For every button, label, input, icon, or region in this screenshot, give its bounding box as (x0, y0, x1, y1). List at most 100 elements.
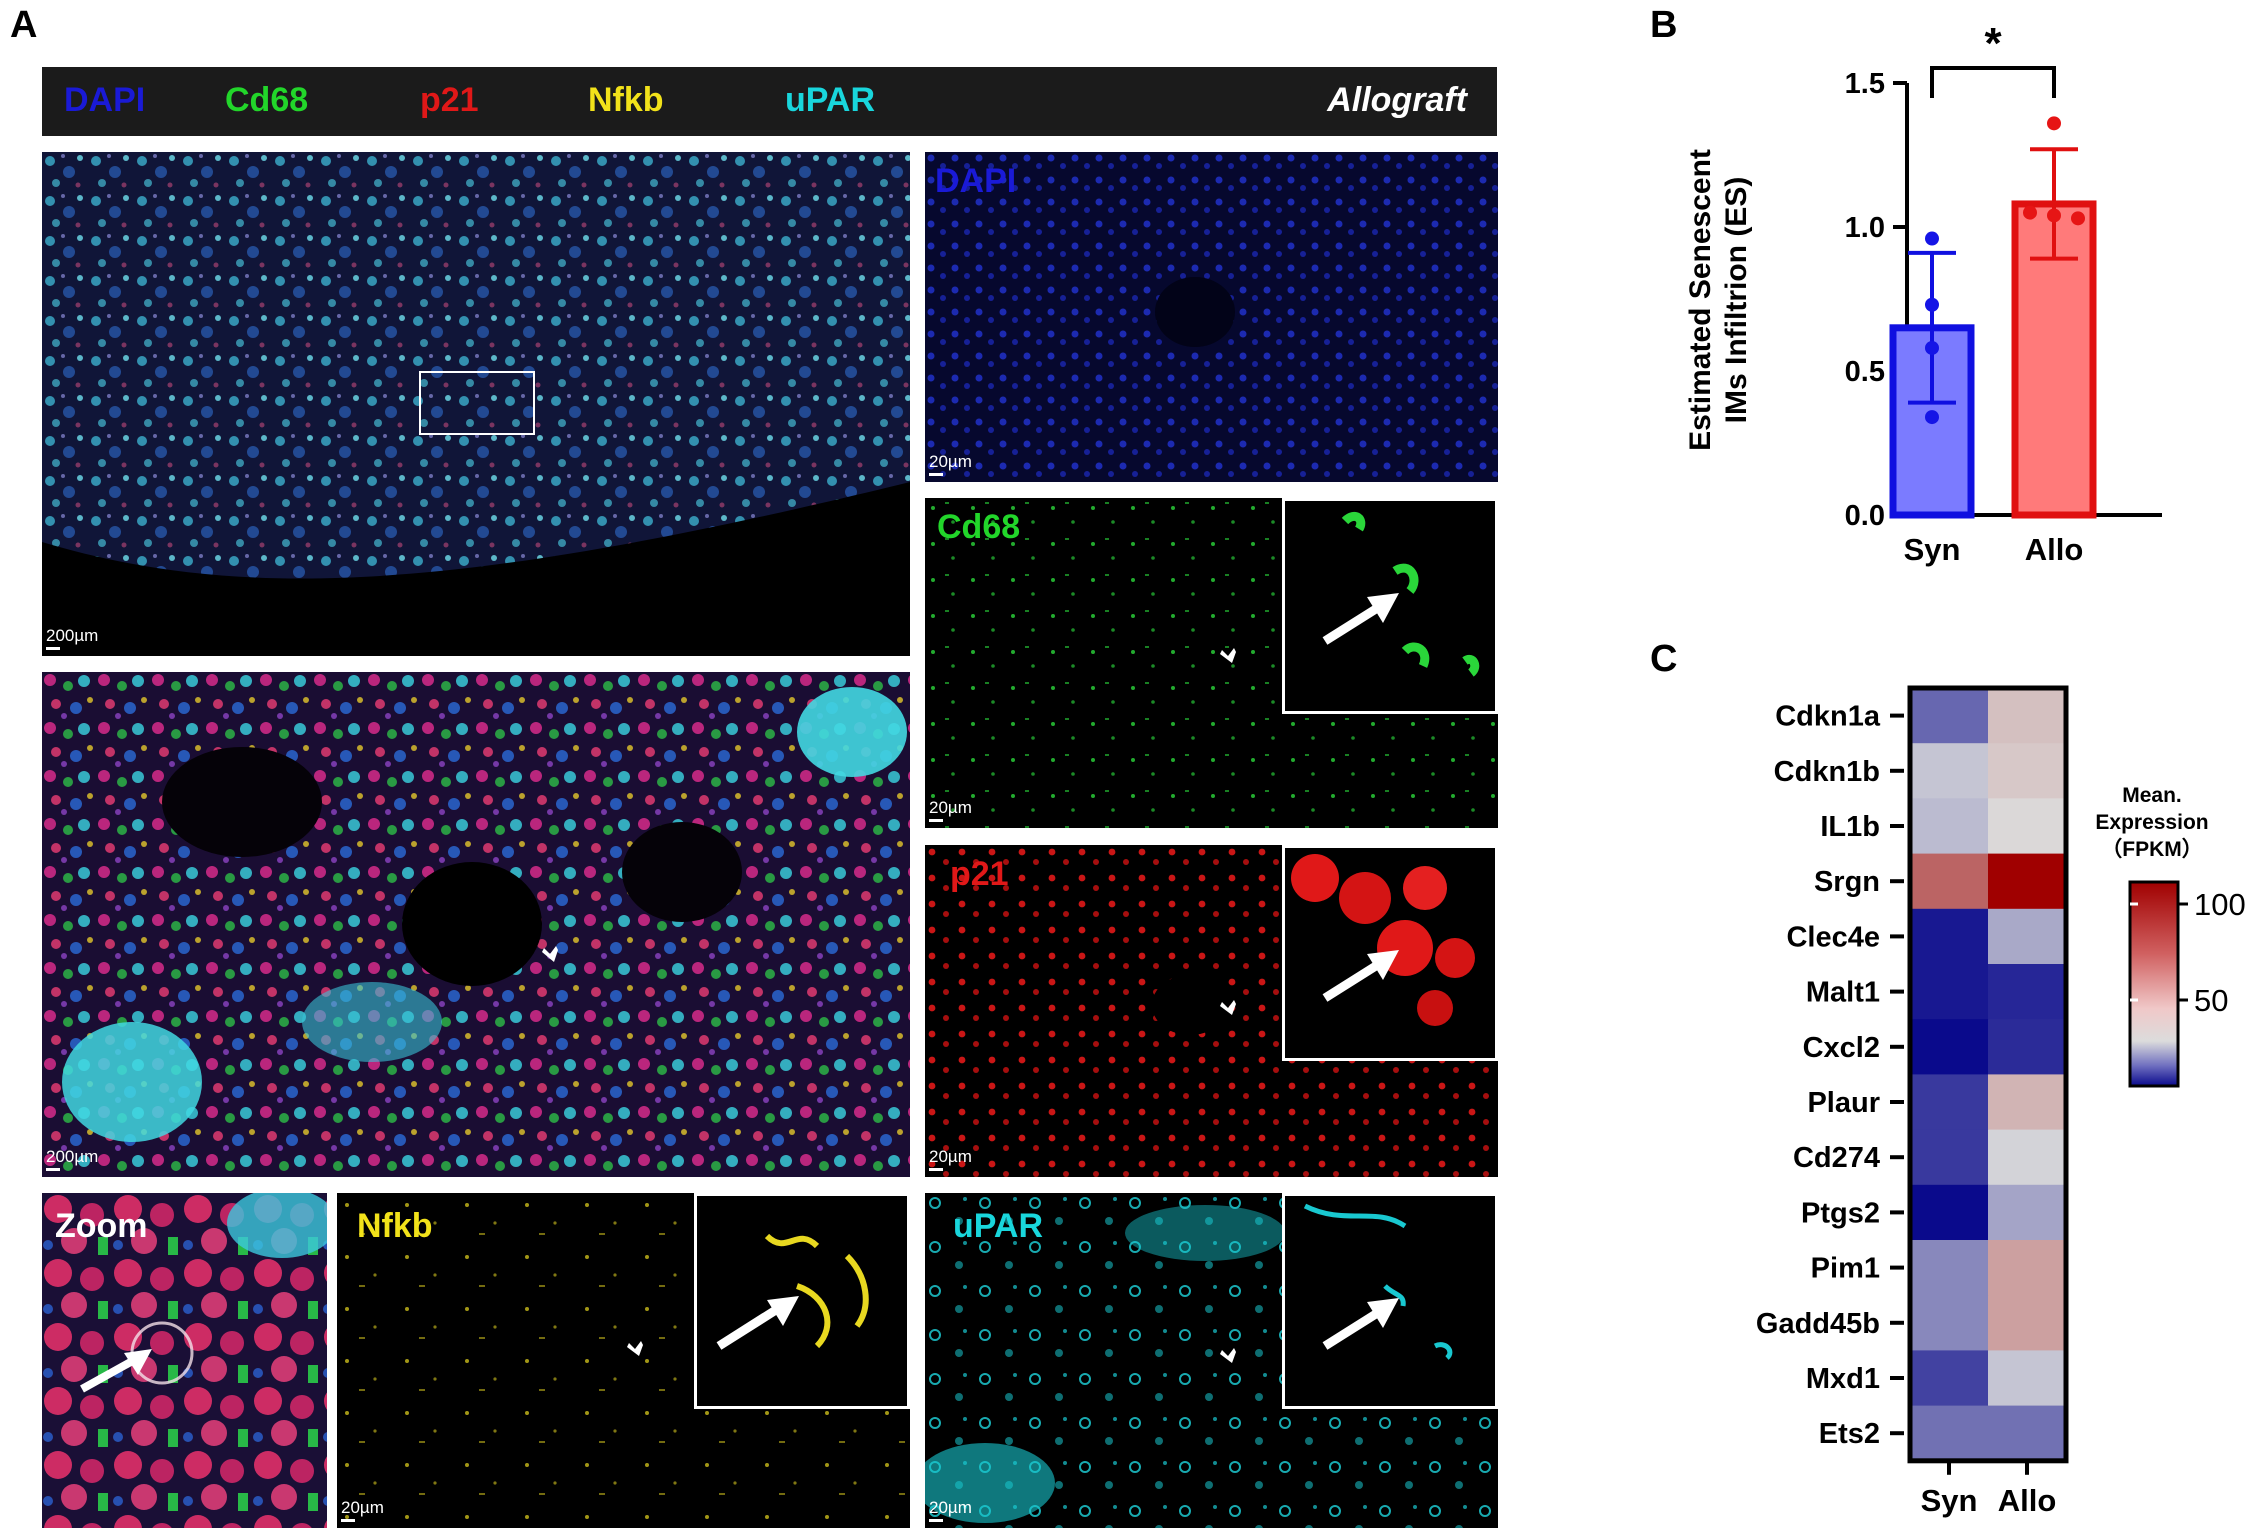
heatmap-cell (1910, 688, 1989, 744)
p21-inset (1282, 845, 1498, 1061)
heatmap-cell (1910, 1350, 1989, 1407)
heatmap-cell (1988, 798, 2067, 855)
heatmap-cell (1910, 798, 1989, 855)
bar-chart: 0.0 0.5 1.0 1.5 Estimated Senescent IMs Infil… (1684, 19, 2162, 567)
nfkb-micrograph: Nfkb 20µm (337, 1193, 910, 1528)
data-point (2047, 116, 2061, 131)
panel-c-letter: C (1650, 638, 1678, 680)
heatmap-cell (1910, 908, 1989, 965)
heatmap: Cdkn1a Cdkn1b IL1b Srgn Clec4e Malt1 Cxcl2 Plau… (1756, 685, 2246, 1518)
cd68-inset (1282, 498, 1498, 714)
row-label: Ets2 (1819, 1418, 1880, 1450)
heatmap-cell (1988, 743, 2067, 799)
row-label: Cdkn1b (1774, 756, 1880, 788)
upar-scale-bar: 20µm (929, 1498, 972, 1522)
dapi-micrograph: DAPI 20µm (925, 152, 1498, 482)
panel-b-letter: B (1650, 4, 1678, 46)
data-point (1925, 231, 1939, 246)
cd68-label: Cd68 (937, 508, 1021, 546)
header-channel-upar: uPAR (785, 81, 876, 119)
heatmap-cell (1988, 908, 2067, 965)
data-point (1925, 340, 1939, 355)
nfkb-label: Nfkb (357, 1207, 433, 1245)
row-label: Srgn (1814, 866, 1880, 898)
dapi-scale-bar: 20µm (929, 452, 972, 476)
heatmap-cell (1910, 743, 1989, 799)
row-label: Cdkn1a (1775, 701, 1881, 733)
heatmap-frame (1907, 685, 2069, 1464)
dapi-scale-text: 20µm (929, 452, 972, 471)
overview-scale-text: 200µm (46, 626, 99, 645)
heatmap-cell (1988, 1240, 2067, 1296)
colorbar-tick-label: 100 (2194, 887, 2246, 922)
overview-micrograph: 200µm (42, 152, 910, 656)
column-label: Allo (1998, 1483, 2057, 1518)
data-point (2023, 205, 2037, 220)
row-label: Pim1 (1811, 1253, 1880, 1285)
heatmap-cell (1910, 853, 1989, 910)
row-label: Cd274 (1793, 1142, 1880, 1174)
row-label: IL1b (1820, 811, 1880, 843)
legend-title: （FPKM） (2101, 837, 2203, 861)
upar-scale-text: 20µm (929, 1498, 972, 1517)
header-condition: Allograft (1327, 81, 1467, 119)
heatmap-cell (1988, 1184, 2067, 1241)
nfkb-scale-text: 20µm (341, 1498, 384, 1517)
heatmap-cell (1910, 1405, 1989, 1462)
p21-micrograph: p21 20µm (925, 845, 1498, 1177)
y-tick-label: 0.0 (1845, 500, 1885, 532)
nfkb-inset (694, 1193, 910, 1409)
legend-title: Expression (2095, 811, 2208, 834)
zoom-micrograph: Zoom (42, 1193, 327, 1528)
heatmap-cell (1910, 1184, 1989, 1241)
merged-micrograph: 200µm (42, 672, 910, 1177)
upar-label: uPAR (953, 1207, 1044, 1245)
upar-micrograph: uPAR 20µm (925, 1193, 1498, 1528)
header-channel-dapi: DAPI (64, 81, 146, 119)
row-label: Cxcl2 (1803, 1032, 1880, 1064)
heatmap-cell (1988, 964, 2067, 1020)
heatmap-cell (1910, 1019, 1989, 1075)
heatmap-cell (1910, 964, 1989, 1020)
heatmap-cell (1988, 1129, 2067, 1186)
dapi-label: DAPI (935, 162, 1017, 200)
data-point (1925, 297, 1939, 312)
heatmap-cell (1988, 1019, 2067, 1075)
channel-header-bar: DAPI Cd68 p21 Nfkb uPAR Allograft (42, 67, 1497, 136)
legend-title: Mean. (2122, 784, 2182, 807)
data-point (2047, 208, 2061, 223)
row-label: Gadd45b (1756, 1308, 1880, 1340)
significance-bracket (1930, 66, 2056, 98)
row-label: Ptgs2 (1801, 1197, 1880, 1229)
heatmap-cell (1988, 688, 2067, 744)
heatmap-cell (1988, 1350, 2067, 1407)
header-channel-cd68: Cd68 (225, 81, 309, 119)
data-point (2071, 211, 2085, 226)
overview-scale-bar: 200µm (46, 626, 98, 650)
p21-scale-bar: 20µm (929, 1147, 972, 1171)
y-tick-label: 1.0 (1845, 212, 1885, 244)
cd68-scale-bar: 20µm (929, 798, 972, 822)
heatmap-cell (1988, 1074, 2067, 1131)
x-tick-label: Syn (1904, 532, 1961, 567)
row-label: Clec4e (1786, 921, 1880, 953)
merged-scale-bar: 200µm (46, 1147, 98, 1171)
panel-a-letter: A (10, 4, 38, 46)
row-label: Plaur (1807, 1087, 1880, 1119)
heatmap-cell (1988, 1405, 2067, 1462)
y-tick-label: 1.5 (1845, 68, 1885, 100)
upar-inset (1282, 1193, 1498, 1409)
p21-scale-text: 20µm (929, 1147, 972, 1166)
zoom-label: Zoom (55, 1207, 148, 1245)
cd68-scale-text: 20µm (929, 798, 972, 817)
heatmap-cell (1988, 1295, 2067, 1351)
header-channel-p21: p21 (420, 81, 479, 119)
cd68-micrograph: Cd68 20µm (925, 498, 1498, 828)
merged-scale-text: 200µm (46, 1147, 99, 1166)
header-channel-nfkb: Nfkb (588, 81, 664, 119)
x-tick-label: Allo (2025, 532, 2084, 567)
data-point (1925, 410, 1939, 425)
heatmap-cell (1910, 1074, 1989, 1131)
heatmap-cell (1910, 1240, 1989, 1296)
colorbar-tick-label: 50 (2194, 983, 2228, 1018)
